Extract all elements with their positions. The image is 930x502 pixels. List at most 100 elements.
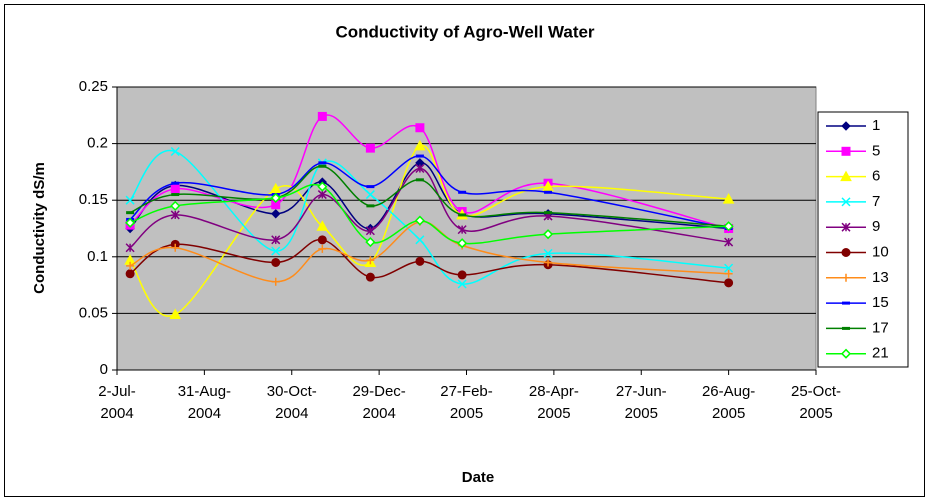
legend-label: 10 [872, 243, 889, 260]
x-axis-label: Date [462, 469, 495, 486]
marker [842, 301, 850, 305]
legend-entry: 1 [826, 117, 880, 134]
legend-label: 7 [872, 193, 880, 210]
marker [169, 308, 182, 320]
series [125, 163, 734, 253]
y-tick-label: 0 [100, 361, 108, 378]
marker [366, 204, 375, 208]
legend-label: 1 [872, 117, 880, 134]
legend-entry: 17 [826, 319, 889, 336]
marker [271, 246, 281, 256]
marker [366, 256, 375, 265]
marker [414, 139, 426, 151]
marker [458, 213, 467, 217]
legend-label: 6 [872, 168, 880, 185]
marker [724, 263, 734, 273]
y-tick-label: 0.25 [79, 78, 108, 95]
legend-entry: 5 [826, 142, 880, 159]
legend [817, 111, 909, 368]
marker [724, 278, 734, 288]
marker [365, 272, 375, 282]
x-tick-label: 2-Jul-2004 [98, 383, 136, 422]
marker [840, 348, 852, 359]
marker [543, 248, 553, 258]
marker [724, 269, 733, 278]
legend-entry: 7 [826, 193, 880, 210]
marker [271, 257, 281, 267]
x-tick-label: 29-Dec-2004 [352, 383, 405, 422]
chart-title: Conductivity of Agro-Well Water [335, 22, 594, 41]
legend-label: 21 [872, 345, 889, 362]
marker [126, 261, 135, 270]
x-tick-label: 26-Aug-2005 [702, 383, 755, 422]
legend-label: 5 [872, 142, 880, 159]
marker [171, 193, 180, 197]
marker [316, 220, 329, 231]
marker [271, 277, 280, 286]
x-tick-label: 25-Oct-2005 [791, 383, 841, 422]
marker [170, 210, 180, 220]
marker [171, 181, 180, 185]
marker [270, 192, 281, 203]
marker [125, 243, 135, 253]
legend-entry: 6 [826, 168, 880, 185]
series [125, 146, 734, 289]
marker [544, 258, 553, 267]
marker [841, 121, 851, 131]
series [124, 139, 735, 320]
marker [317, 111, 327, 121]
marker [415, 154, 424, 158]
marker [125, 217, 136, 228]
marker [318, 244, 327, 253]
marker [271, 209, 281, 219]
marker [170, 184, 180, 194]
marker [414, 215, 425, 226]
y-tick-label: 0.15 [79, 191, 108, 208]
marker [723, 221, 734, 232]
marker [317, 190, 327, 200]
y-axis-label: Conductivity dS/m [31, 162, 48, 294]
legend-entry: 10 [826, 243, 889, 260]
x-tick-label: 27-Feb-2005 [440, 383, 493, 422]
y-tick-label: 0.2 [87, 135, 108, 152]
legend-label: 17 [872, 319, 889, 336]
plot-area [116, 86, 817, 371]
marker [544, 211, 553, 215]
x-tick-label: 31-Aug-2004 [178, 383, 231, 422]
marker [365, 143, 375, 153]
marker [458, 190, 467, 194]
x-tick-label: 30-Oct-2004 [267, 383, 317, 422]
marker [457, 225, 467, 235]
legend-entry: 21 [826, 345, 889, 362]
marker [841, 197, 851, 207]
x-tick-label: 27-Jun-2005 [616, 383, 667, 422]
marker [542, 229, 554, 240]
marker [724, 237, 734, 247]
series [125, 181, 734, 249]
legend-entry: 9 [826, 218, 880, 235]
marker [125, 195, 135, 205]
marker [170, 200, 181, 211]
marker [841, 248, 851, 257]
marker [457, 279, 467, 289]
marker [366, 185, 375, 189]
marker [841, 222, 851, 232]
marker [125, 269, 135, 279]
legend-label: 15 [872, 294, 889, 311]
legend-entry: 15 [826, 294, 889, 311]
marker [318, 164, 327, 168]
marker [840, 170, 852, 182]
legend-label: 13 [872, 269, 889, 286]
marker [271, 235, 281, 245]
series [126, 164, 733, 228]
marker [415, 256, 425, 266]
x-tick-label: 28-Apr-2005 [529, 383, 579, 422]
marker [842, 273, 850, 282]
marker [365, 237, 376, 248]
marker [457, 238, 468, 249]
series-line [129, 144, 729, 317]
marker [365, 190, 375, 200]
marker [544, 190, 553, 194]
